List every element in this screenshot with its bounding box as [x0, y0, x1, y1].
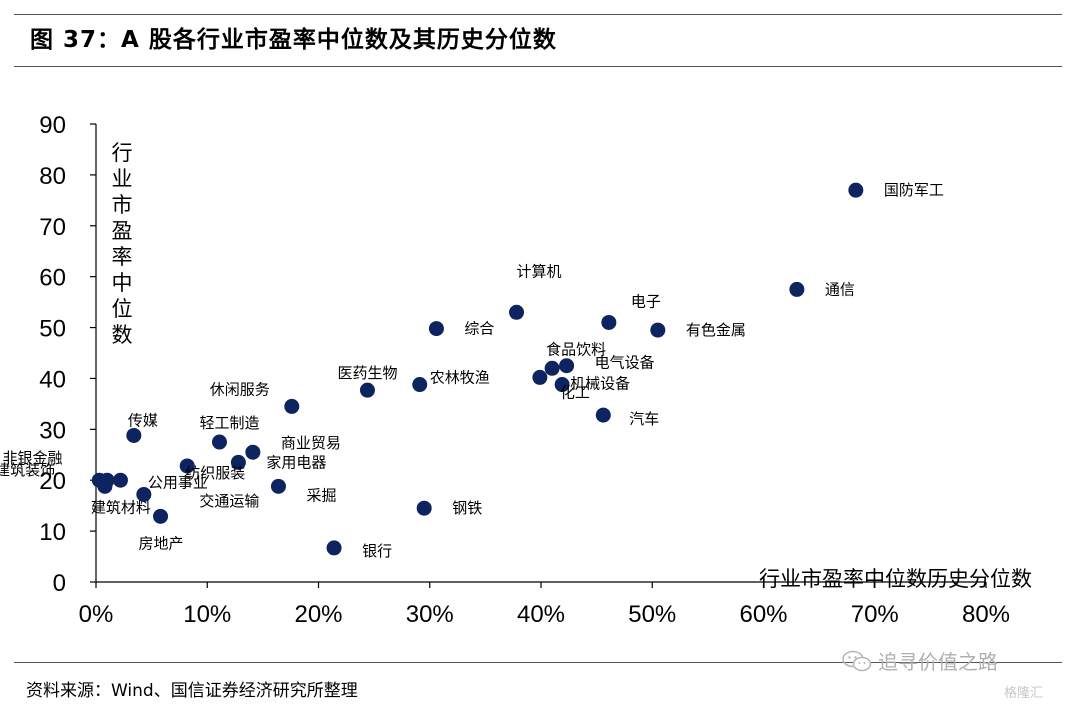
data-point: [544, 360, 560, 376]
bottom-rule: [14, 662, 1062, 663]
y-tick-label: 20: [39, 468, 66, 495]
data-point: [270, 478, 286, 494]
data-label: 电子: [631, 292, 661, 310]
data-label: 建筑装饰: [0, 461, 55, 479]
gelonghui-logo: 格隆汇: [1004, 686, 1044, 701]
data-point: [601, 314, 617, 330]
data-point: [554, 377, 570, 393]
data-label: 电气设备: [595, 354, 655, 372]
y-axis-label: 行业市盈率中位数: [112, 141, 133, 347]
x-axis-label: 行业市盈率中位数历史分位数: [759, 567, 1032, 591]
x-tick-label: 30%: [406, 601, 454, 628]
data-label: 通信: [825, 280, 855, 298]
data-point: [509, 304, 525, 320]
data-point: [412, 377, 428, 393]
data-label: 采掘: [306, 486, 336, 504]
data-point: [112, 472, 128, 488]
data-point: [126, 427, 142, 443]
data-label: 纺织服装: [185, 464, 245, 482]
data-points: [91, 182, 864, 556]
y-tick-label: 10: [39, 519, 66, 546]
x-tick-label: 20%: [294, 601, 342, 628]
data-label: 医药生物: [337, 364, 397, 382]
data-point: [91, 472, 107, 488]
data-label: 轻工制造: [199, 414, 259, 432]
y-tick-label: 70: [39, 214, 66, 241]
tick-labels: 0% 10% 20% 30% 40% 50% 60% 70% 80% 0 10 20 30 40 50 60 7…: [39, 112, 1010, 628]
data-label: 食品饮料: [546, 340, 606, 358]
data-label: 传媒: [128, 411, 158, 429]
wechat-icon: [842, 650, 872, 671]
y-tick-label: 60: [39, 265, 66, 292]
data-label: 汽车: [629, 410, 659, 428]
data-point: [153, 508, 169, 524]
source-note: 资料来源：Wind、国信证券经济研究所整理: [26, 681, 358, 701]
data-label: 交通运输: [199, 492, 259, 510]
data-label: 公用事业: [148, 473, 208, 491]
data-point: [245, 444, 261, 460]
data-point: [326, 540, 342, 556]
data-label: 商业贸易: [281, 434, 341, 452]
data-label: 家用电器: [266, 453, 326, 471]
data-point: [848, 182, 864, 198]
axes: [90, 123, 987, 588]
watermark-text: 追寻价值之路: [878, 650, 998, 674]
y-tick-label: 30: [39, 417, 66, 444]
data-label: 钢铁: [452, 499, 482, 517]
data-label: 有色金属: [686, 321, 746, 339]
data-label: 休闲服务: [210, 380, 270, 398]
x-tick-label: 0%: [79, 601, 114, 628]
data-point: [428, 321, 444, 337]
data-label: 建筑材料: [91, 498, 151, 516]
x-tick-label: 40%: [517, 601, 565, 628]
data-point: [595, 407, 611, 423]
x-tick-label: 50%: [628, 601, 676, 628]
data-point: [789, 281, 805, 297]
x-tick-label: 80%: [962, 601, 1010, 628]
data-point: [650, 322, 666, 338]
y-tick-label: 0: [53, 570, 66, 597]
data-point: [211, 434, 227, 450]
y-tick-label: 40: [39, 366, 66, 393]
data-label: 计算机: [517, 262, 562, 280]
data-label: 机械设备: [570, 375, 630, 393]
title-rule: [14, 66, 1062, 67]
data-label: 非银金融: [2, 449, 62, 467]
data-point: [359, 382, 375, 398]
figure-title: 图 37：A 股各行业市盈率中位数及其历史分位数: [30, 27, 557, 53]
data-point: [179, 458, 195, 474]
watermark: 追寻价值之路: [842, 646, 998, 675]
data-label: 农林牧渔: [430, 369, 490, 387]
top-rule: [14, 14, 1062, 15]
data-label: 综合: [464, 320, 494, 338]
y-tick-label: 80: [39, 163, 66, 190]
x-tick-label: 10%: [183, 601, 231, 628]
data-label: 国防军工: [884, 181, 944, 199]
x-tick-label: 60%: [739, 601, 787, 628]
y-tick-label: 90: [39, 112, 66, 139]
data-point: [532, 369, 548, 385]
y-tick-label: 50: [39, 316, 66, 343]
data-label: 银行: [362, 542, 392, 560]
data-point: [230, 454, 246, 470]
data-point: [284, 398, 300, 414]
data-label: 房地产: [139, 534, 184, 552]
data-label: 化工: [560, 383, 590, 401]
data-point: [136, 486, 152, 502]
data-point: [416, 500, 432, 516]
x-tick-label: 70%: [851, 601, 899, 628]
data-point: [559, 358, 575, 374]
